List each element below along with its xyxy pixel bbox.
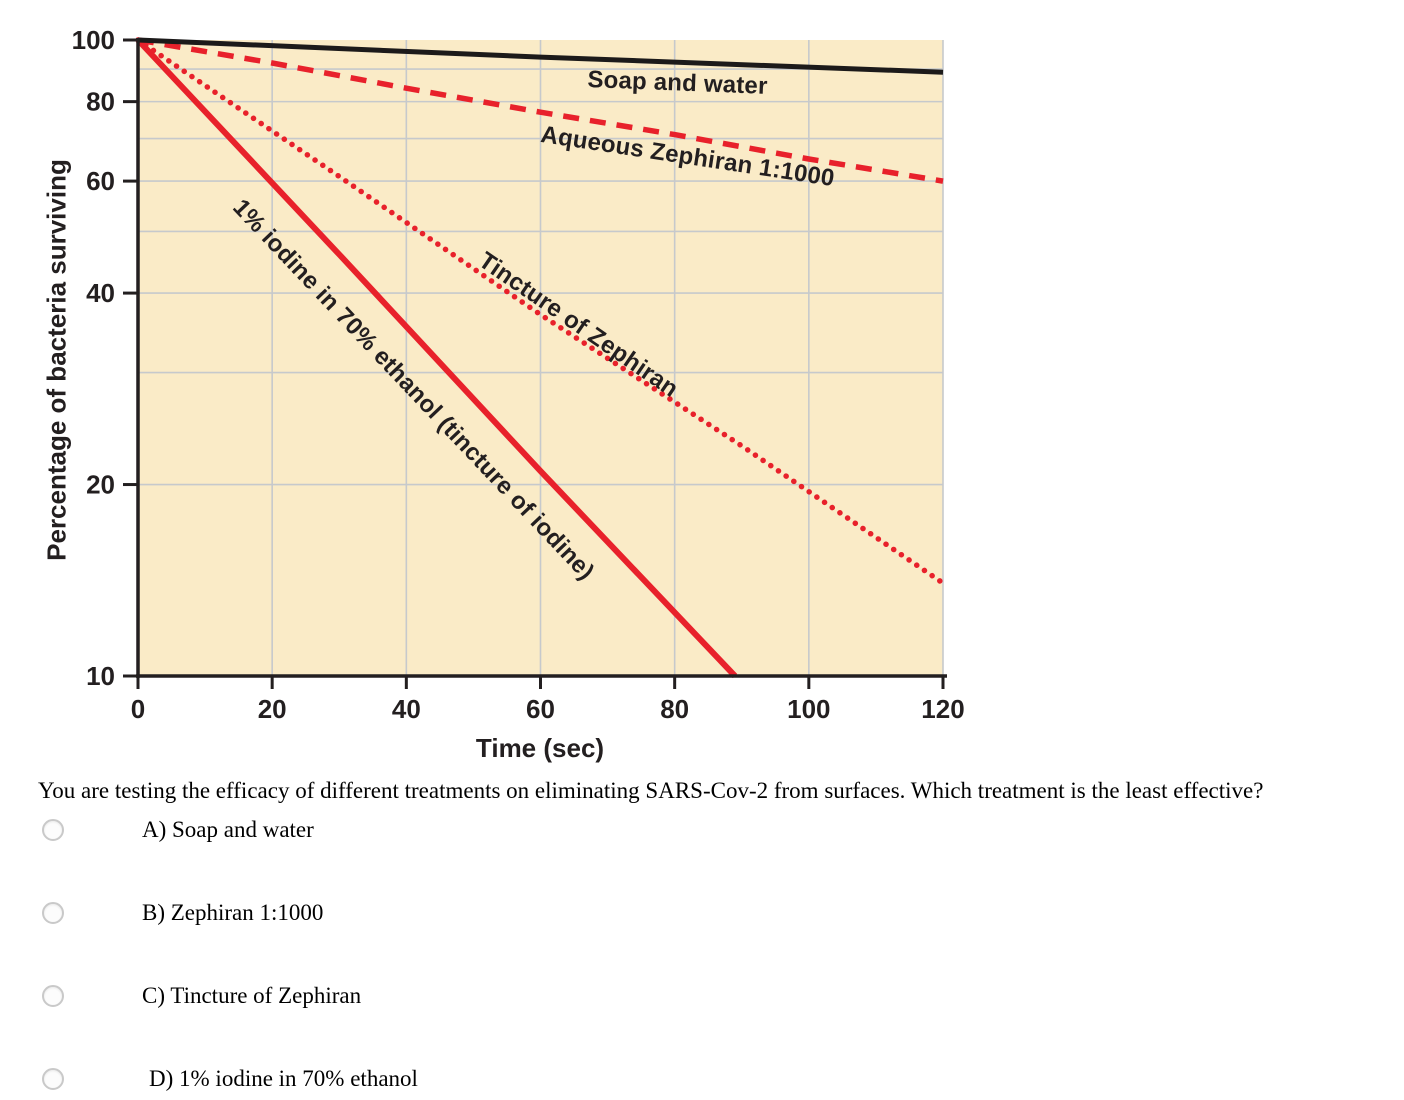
answer-option-d[interactable]: D) 1% iodine in 70% ethanol (42, 1065, 418, 1093)
option-c-label[interactable]: C) Tincture of Zephiran (142, 983, 362, 1008)
answer-option-b[interactable]: B) Zephiran 1:1000 (42, 899, 323, 927)
radio-button-b[interactable] (42, 902, 64, 924)
bacteria-survival-chart: 100 80 60 40 20 10 0 20 40 60 80 100 120 Percentage … (41, 25, 965, 763)
svg-text:80: 80 (660, 694, 689, 724)
svg-text:80: 80 (86, 87, 115, 117)
option-a-label[interactable]: A) Soap and water (142, 817, 314, 842)
answer-option-c[interactable]: C) Tincture of Zephiran (42, 982, 361, 1010)
question-text: You are testing the efficacy of differen… (38, 778, 1264, 803)
svg-text:100: 100 (787, 694, 830, 724)
svg-text:100: 100 (72, 25, 115, 55)
answer-option-a[interactable]: A) Soap and water (42, 816, 314, 844)
option-d-label[interactable]: D) 1% iodine in 70% ethanol (149, 1066, 418, 1091)
svg-text:60: 60 (86, 166, 115, 196)
svg-text:10: 10 (86, 661, 115, 691)
y-axis-title: Percentage of bacteria surviving (41, 159, 72, 561)
radio-button-c[interactable] (42, 985, 64, 1007)
svg-text:20: 20 (86, 470, 115, 500)
svg-text:40: 40 (392, 694, 421, 724)
radio-button-a[interactable] (42, 819, 64, 841)
option-b-label[interactable]: B) Zephiran 1:1000 (142, 900, 324, 925)
svg-text:20: 20 (258, 694, 287, 724)
x-axis-title: Time (sec) (475, 733, 605, 763)
svg-text:60: 60 (526, 694, 555, 724)
svg-text:40: 40 (86, 278, 115, 308)
svg-text:120: 120 (921, 694, 964, 724)
svg-text:0: 0 (131, 694, 145, 724)
radio-button-d[interactable] (42, 1068, 64, 1090)
